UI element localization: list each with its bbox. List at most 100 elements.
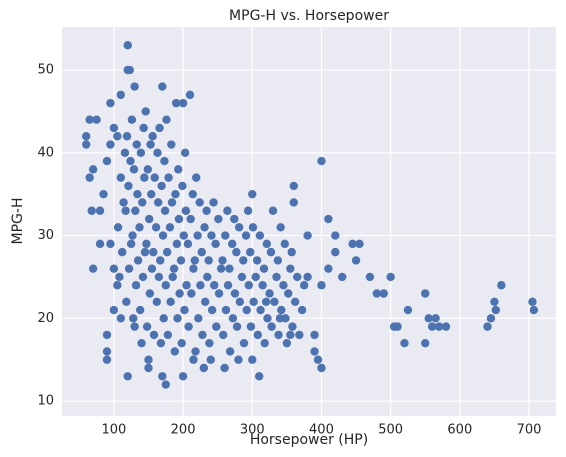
point: [203, 272, 212, 282]
point: [230, 214, 239, 224]
point: [277, 305, 286, 315]
point: [159, 314, 168, 323]
point: [180, 148, 190, 158]
point: [167, 198, 177, 207]
point: [152, 297, 161, 306]
point: [113, 132, 122, 141]
point: [331, 231, 340, 240]
point: [276, 223, 285, 232]
point: [147, 264, 157, 273]
point: [207, 231, 216, 240]
point: [135, 305, 145, 315]
point: [182, 281, 191, 290]
point: [207, 305, 217, 315]
point: [146, 140, 155, 149]
point: [187, 289, 196, 298]
point: [421, 338, 430, 348]
point: [174, 214, 184, 224]
point: [248, 355, 257, 364]
point: [497, 281, 506, 290]
point: [421, 289, 430, 298]
point: [286, 264, 295, 273]
point: [244, 281, 254, 290]
point: [174, 165, 183, 174]
point: [178, 372, 188, 381]
point: [175, 289, 184, 298]
point: [234, 223, 244, 232]
point: [214, 289, 224, 298]
point: [338, 272, 347, 282]
point: [147, 189, 156, 199]
point: [486, 314, 496, 323]
point: [136, 148, 146, 158]
y-tick-label: 10: [37, 394, 54, 409]
point: [202, 206, 211, 215]
point: [130, 322, 139, 331]
point: [211, 239, 220, 249]
point: [324, 214, 333, 224]
point: [431, 314, 440, 323]
point: [142, 322, 152, 331]
point: [400, 338, 409, 348]
point: [116, 173, 126, 182]
point: [194, 314, 203, 323]
point: [286, 330, 295, 340]
point: [212, 322, 221, 331]
point: [193, 231, 202, 240]
point: [403, 305, 413, 315]
point: [158, 82, 167, 91]
point: [142, 239, 151, 249]
point: [143, 165, 152, 174]
point: [317, 281, 326, 290]
point: [155, 123, 164, 133]
point: [162, 247, 172, 257]
point: [102, 330, 112, 340]
point: [168, 272, 177, 282]
point: [253, 330, 263, 340]
point: [113, 281, 122, 290]
y-tick-label: 30: [37, 228, 54, 243]
point: [129, 165, 139, 174]
point: [303, 231, 312, 240]
point: [348, 239, 357, 249]
point: [262, 239, 271, 249]
point: [173, 314, 182, 323]
point: [434, 322, 444, 331]
point: [185, 90, 195, 100]
point: [424, 314, 433, 323]
point: [115, 272, 124, 282]
point: [223, 206, 232, 215]
point: [289, 181, 298, 191]
point: [158, 231, 168, 240]
point: [140, 173, 149, 182]
point: [144, 214, 154, 224]
point: [128, 231, 137, 240]
point: [123, 41, 132, 50]
point: [289, 198, 298, 207]
point: [190, 256, 200, 265]
point: [265, 289, 274, 298]
point: [156, 338, 166, 348]
point: [282, 338, 292, 348]
point: [218, 256, 227, 265]
point: [491, 305, 501, 315]
point: [241, 231, 251, 240]
point: [129, 314, 138, 323]
point: [248, 223, 258, 232]
x-axis-label: Horsepower (HP): [250, 432, 368, 448]
point: [379, 289, 388, 298]
point: [284, 289, 293, 298]
point: [140, 247, 150, 257]
point: [180, 305, 189, 315]
point: [365, 272, 375, 282]
point: [123, 372, 132, 381]
point: [252, 256, 262, 265]
point: [178, 181, 187, 191]
point: [483, 322, 492, 331]
point: [287, 247, 296, 257]
point: [82, 140, 91, 149]
point: [529, 305, 539, 315]
point: [176, 256, 186, 265]
point: [117, 247, 127, 257]
point: [160, 206, 170, 215]
